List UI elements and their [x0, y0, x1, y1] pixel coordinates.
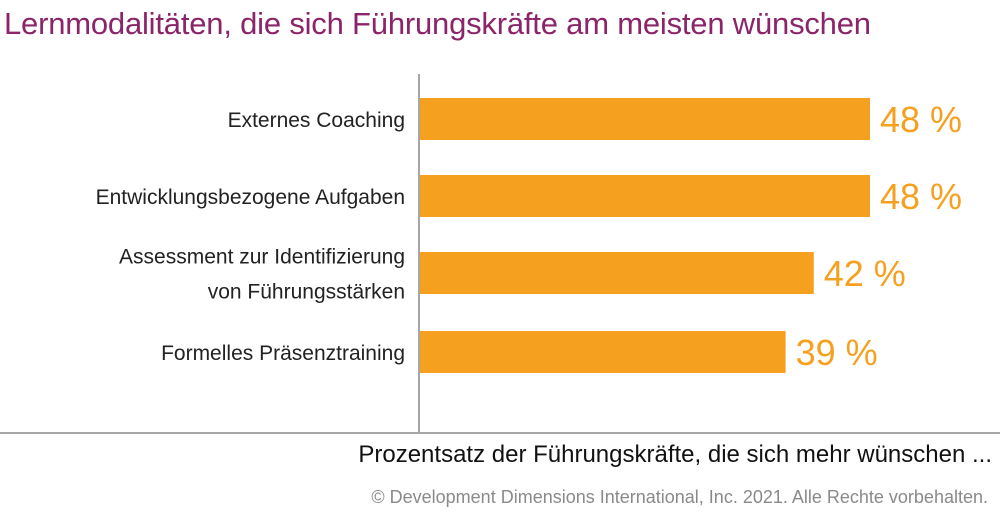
- category-label-2: Entwicklungsbezogene Aufgaben: [96, 186, 405, 209]
- chart-title: Lernmodalitäten, die sich Führungskräfte…: [4, 6, 871, 41]
- x-axis-label: Prozentsatz der Führungskräfte, die sich…: [358, 441, 992, 468]
- value-label-4: 39 %: [796, 332, 878, 373]
- bar-4: [420, 331, 786, 373]
- bar-3: [420, 252, 814, 294]
- value-label-1: 48 %: [880, 99, 962, 140]
- bar-2: [420, 175, 870, 217]
- category-label-1: Externes Coaching: [228, 109, 405, 132]
- bar-1: [420, 98, 870, 140]
- category-labels: Externes Coaching Entwicklungsbezogene Au…: [96, 109, 405, 365]
- category-label-3-line-1: Assessment zur Identifizierung: [119, 246, 405, 269]
- value-label-3: 42 %: [824, 253, 906, 294]
- bars-group: [420, 98, 870, 373]
- value-labels: 48 % 48 % 42 % 39 %: [796, 99, 962, 373]
- category-label-3-line-2: von Führungsstärken: [208, 281, 405, 304]
- category-label-4: Formelles Präsenztraining: [161, 342, 405, 365]
- copyright-notice: © Development Dimensions International, …: [371, 487, 988, 507]
- value-label-2: 48 %: [880, 176, 962, 217]
